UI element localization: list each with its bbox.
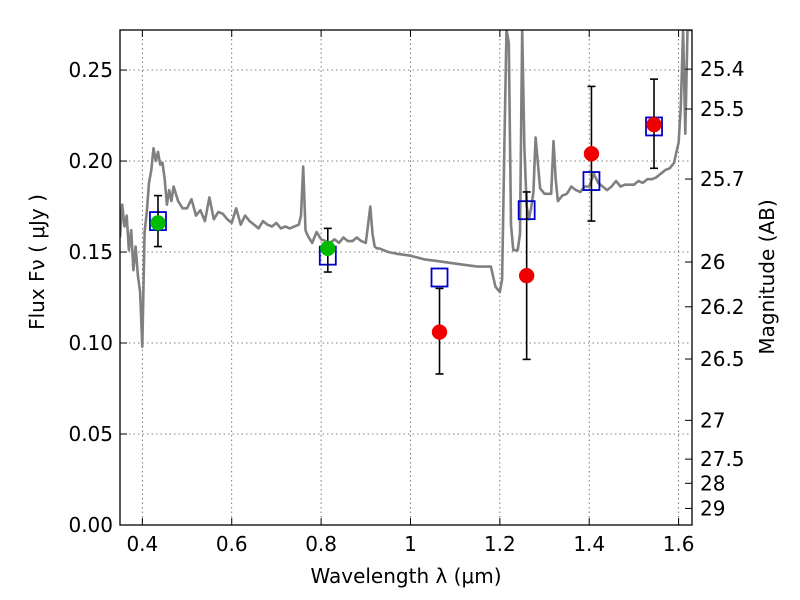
y-tick-label: 0.05 [68, 422, 113, 446]
observed-point [431, 324, 448, 340]
x-tick-label: 1.4 [573, 532, 605, 556]
right-tick-label: 27 [700, 408, 725, 432]
right-tick-label: 29 [700, 496, 725, 520]
x-tick-label: 0.6 [216, 532, 248, 556]
axis-ticks: 0.4 0.6 0.8 1 1.2 1.4 1.6 0.00 0.05 0.10 0.15 0.20 0… [68, 30, 745, 556]
x-tick-label: 0.4 [126, 532, 158, 556]
y-tick-label: 0.00 [68, 513, 113, 537]
y-tick-label: 0.15 [68, 240, 113, 264]
y-axis-label: Flux Fν ( μJy ) [25, 194, 49, 330]
x-tick-label: 1.2 [484, 532, 516, 556]
right-tick-label: 27.5 [700, 447, 745, 471]
plot-background [120, 30, 692, 525]
right-tick-label: 26.5 [700, 347, 745, 371]
x-tick-label: 0.8 [305, 532, 337, 556]
model-flux-square [430, 267, 449, 288]
spectrum-line [120, 30, 692, 349]
markers [149, 78, 663, 375]
observed-point [518, 267, 535, 284]
x-tick-label: 1 [404, 532, 417, 556]
right-tick-label: 25.5 [700, 97, 745, 121]
observed-point [583, 146, 600, 162]
detection-point [150, 215, 166, 231]
y-tick-label: 0.20 [68, 149, 113, 173]
plot-frame [119, 29, 693, 526]
right-tick-label: 26 [700, 250, 725, 274]
grid-lines [120, 30, 692, 526]
y-tick-label: 0.10 [68, 331, 113, 355]
right-axis-label: Magnitude (AB) [755, 199, 779, 354]
right-tick-label: 25.7 [700, 167, 745, 191]
right-tick-label: 28 [700, 471, 725, 495]
right-tick-label: 25.4 [700, 57, 745, 81]
observed-point [646, 116, 662, 133]
y-tick-label: 0.25 [68, 58, 113, 82]
x-axis-label: Wavelength λ (μm) [310, 564, 501, 588]
plot-area [120, 30, 692, 349]
right-tick-label: 26.2 [700, 295, 745, 319]
detection-point [320, 240, 336, 257]
x-tick-label: 1.6 [663, 532, 695, 556]
